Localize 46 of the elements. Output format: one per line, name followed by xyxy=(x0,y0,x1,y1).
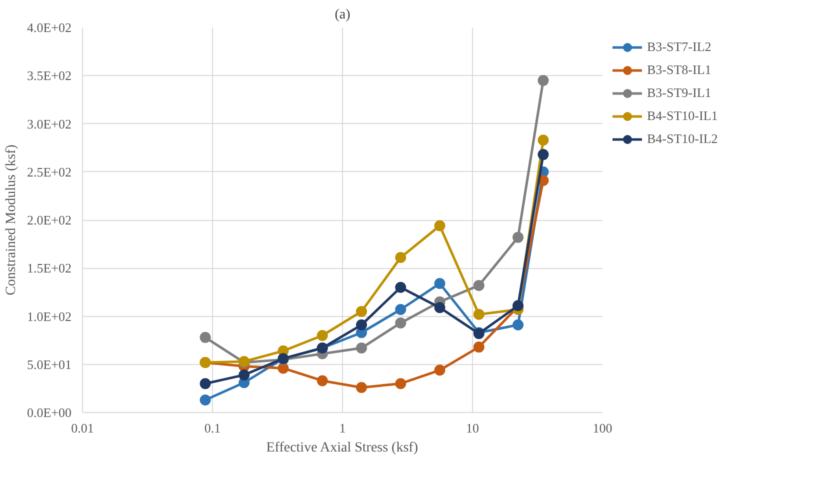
y-tick-label: 1.5E+02 xyxy=(26,260,72,276)
point xyxy=(473,280,484,291)
point xyxy=(356,319,367,330)
y-tick-label: 1.0E+02 xyxy=(26,308,72,324)
point xyxy=(356,306,367,317)
point xyxy=(200,394,211,406)
y-axis-title: Constrained Modulus (ksf) xyxy=(4,144,19,296)
y-tick-label: 2.5E+02 xyxy=(26,164,72,180)
y-tick-label: 2.0E+02 xyxy=(26,212,72,228)
point xyxy=(512,319,524,330)
x-tick-label: 1 xyxy=(339,420,346,436)
y-tick-label: 0.0E+00 xyxy=(26,405,72,420)
x-axis-title: Effective Axial Stress (ksf) xyxy=(266,440,418,456)
point xyxy=(356,382,367,393)
point xyxy=(434,364,446,376)
x-tick-label: 0.1 xyxy=(204,420,221,436)
legend-label: B3-ST8-IL1 xyxy=(647,62,712,78)
legend-label: B4-ST10-IL2 xyxy=(647,131,718,147)
point xyxy=(434,302,446,314)
chart-title: (a) xyxy=(334,8,351,22)
x-tick-label: 0.01 xyxy=(71,420,94,436)
point xyxy=(356,342,367,354)
point xyxy=(238,369,250,380)
point xyxy=(473,308,484,320)
point xyxy=(395,317,406,328)
point xyxy=(316,375,328,386)
point xyxy=(395,304,406,316)
point xyxy=(512,232,524,243)
y-tick-label: 3.0E+02 xyxy=(26,116,72,132)
x-tick-label: 10 xyxy=(466,420,479,436)
x-tick-label: 100 xyxy=(592,420,612,436)
point xyxy=(200,332,211,343)
point xyxy=(395,282,406,293)
point xyxy=(395,378,406,390)
point xyxy=(395,252,406,264)
point xyxy=(316,330,328,341)
point xyxy=(473,342,484,353)
legend-label: B3-ST7-IL2 xyxy=(647,39,712,55)
point xyxy=(434,278,446,290)
legend-label: B3-ST9-IL1 xyxy=(647,85,712,101)
legend-label: B4-ST10-IL1 xyxy=(647,108,718,124)
y-tick-label: 5.0E+01 xyxy=(26,356,72,372)
y-tick-label: 3.5E+02 xyxy=(26,68,72,84)
y-tick-label: 4.0E+02 xyxy=(26,20,72,35)
point xyxy=(200,378,211,390)
point xyxy=(434,220,446,232)
